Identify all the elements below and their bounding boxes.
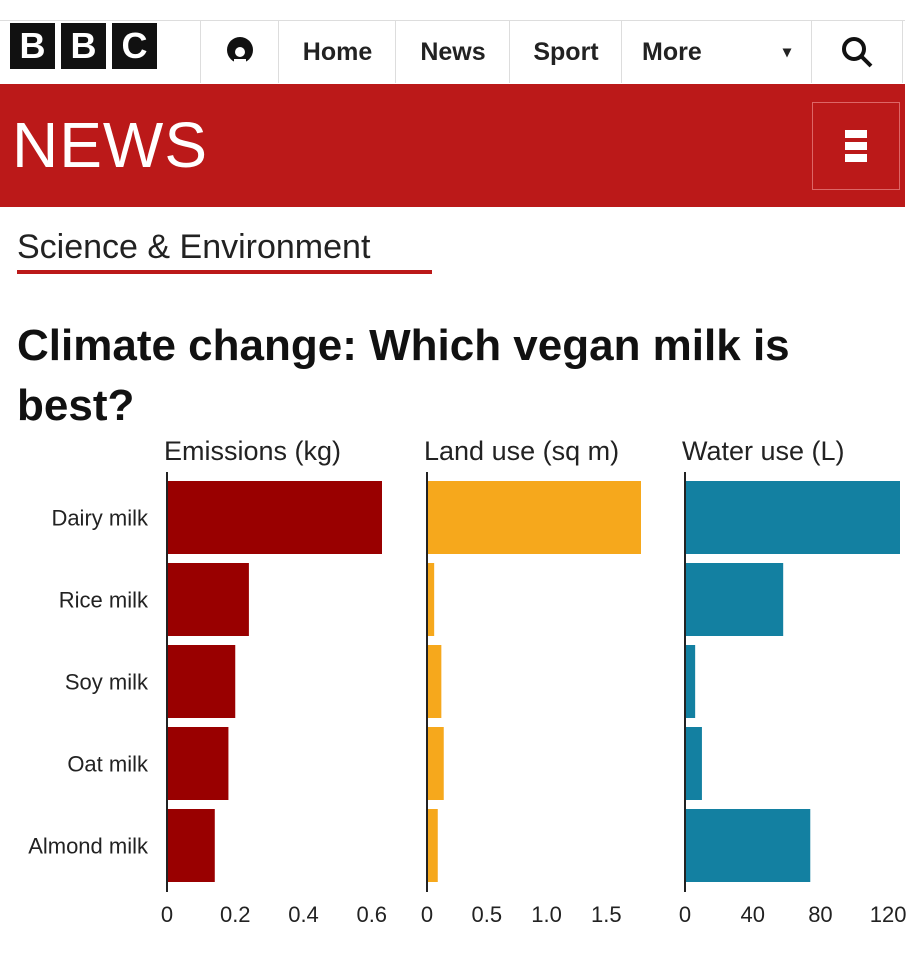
account-icon [227,37,253,69]
tick-label: 120 [870,902,907,927]
tick-label: 0 [679,902,691,927]
news-logo[interactable]: NEWS [12,109,208,181]
article-title: Climate change: Which vegan milk is best… [17,321,790,430]
section-underline [17,270,432,274]
tick-label: 0.2 [220,902,251,927]
tick-label: 1.0 [531,902,562,927]
category-label: Oat milk [67,752,149,777]
logo-letter: B [61,23,106,69]
tick-label: 0.4 [288,902,319,927]
bar [685,809,811,882]
tick-label: 40 [740,902,764,927]
bar [167,809,215,882]
bar [427,563,435,636]
category-label: Rice milk [59,588,149,613]
category-label: Soy milk [65,670,149,695]
tick-label: 0.6 [356,902,387,927]
panel-title: Land use (sq m) [424,436,619,466]
news-banner: NEWS [0,84,905,207]
logo-letter: B [10,23,55,69]
bar [167,563,249,636]
nav-more[interactable]: More ▾ [621,21,811,83]
tick-label: 0.5 [471,902,502,927]
bar [685,727,702,800]
nav-more-label: More [642,37,702,66]
bar [427,809,438,882]
search-button[interactable] [811,21,903,83]
nav-sport[interactable]: Sport [509,21,622,83]
bbc-logo[interactable]: B B C [10,23,157,69]
bar [167,481,382,554]
hamburger-icon [845,130,867,162]
bar [685,645,696,718]
nav-news[interactable]: News [395,21,510,83]
search-icon [842,37,873,68]
account-button[interactable] [200,21,279,83]
bar [427,645,442,718]
menu-button[interactable] [812,102,900,190]
logo-letter: C [112,23,157,69]
bar [167,645,236,718]
category-label: Almond milk [28,834,149,859]
panel-title: Water use (L) [682,436,845,466]
chevron-down-icon: ▾ [782,44,791,61]
tick-label: 0 [421,902,433,927]
bar [167,727,229,800]
bar [427,727,444,800]
section-link[interactable]: Science & Environment [17,228,371,266]
nav-home[interactable]: Home [278,21,396,83]
tick-label: 1.5 [591,902,622,927]
bar [685,563,784,636]
bar [685,481,900,554]
bbc-top-nav: B B C Home News Sport More ▾ [0,20,905,83]
tick-label: 0 [161,902,173,927]
bar [427,481,641,554]
tick-label: 80 [808,902,832,927]
category-label: Dairy milk [51,506,149,531]
panel-title: Emissions (kg) [164,436,341,466]
